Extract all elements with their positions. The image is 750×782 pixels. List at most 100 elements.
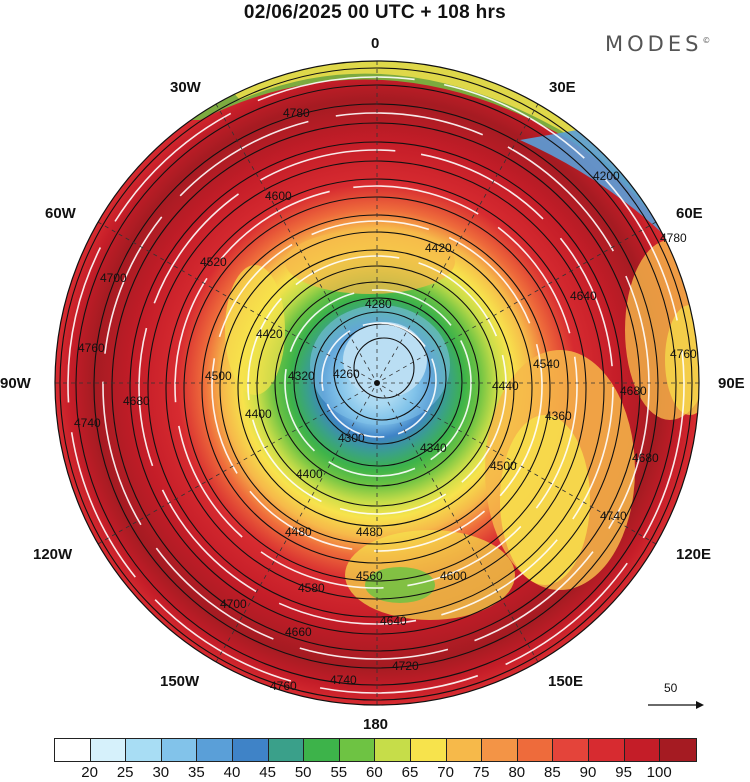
contour-label: 4500 [205, 369, 232, 383]
colorbar-tick-label: 80 [508, 764, 526, 781]
colorbar-cell [55, 739, 91, 761]
lon-label-120w: 120W [33, 546, 73, 563]
colorbar-cell [624, 739, 661, 761]
colorbar-cell [304, 739, 340, 761]
brand-text: MODES [605, 32, 703, 56]
contour-label: 4500 [490, 459, 517, 473]
contour-label: 4680 [123, 394, 150, 408]
contour-label: 4760 [670, 347, 697, 361]
contour-label: 4640 [380, 614, 407, 628]
height-contours [59, 67, 693, 701]
contour-label: 4360 [545, 409, 572, 423]
contour-label: 4540 [533, 357, 560, 371]
contour-label: 4780 [660, 231, 687, 245]
contour-label: 4720 [392, 659, 419, 673]
colorbar-cell [268, 739, 305, 761]
colorbar-tick-label: 40 [223, 764, 241, 781]
contour-label: 4760 [270, 679, 297, 693]
contour-label: 4740 [330, 673, 357, 687]
colorbar-cell [232, 739, 269, 761]
contour-label: 4520 [200, 255, 227, 269]
colorbar-tick-label: 60 [366, 764, 383, 781]
contour-label: 4580 [298, 581, 325, 595]
contour-label: 4760 [78, 341, 105, 355]
lon-label-120e: 120E [676, 546, 712, 563]
contour-label: 4300 [338, 431, 365, 445]
contour-label: 4440 [492, 379, 519, 393]
lon-label-90w: 90W [0, 375, 31, 392]
contour-label: 4200 [593, 169, 620, 183]
colorbar-tick-label: 25 [116, 764, 134, 781]
contour-label: 4640 [570, 289, 597, 303]
contour-label: 4740 [74, 416, 101, 430]
copyright-mark: © [702, 36, 711, 45]
contour-label: 4400 [245, 407, 272, 421]
colorbar [54, 738, 697, 762]
colorbar-cell [446, 739, 483, 761]
colorbar-tick-label: 50 [294, 764, 312, 781]
colorbar-tick-label: 35 [188, 764, 205, 781]
colorbar-cell [517, 739, 554, 761]
colorbar-cell [660, 739, 696, 761]
contour-label: 4400 [296, 467, 323, 481]
colorbar-cell [375, 739, 411, 761]
colorbar-tick-label: 70 [437, 764, 454, 781]
colorbar-cell [410, 739, 447, 761]
colorbar-cell [161, 739, 198, 761]
lon-label-180: 180 [363, 716, 389, 733]
colorbar-tick-label: 45 [259, 764, 276, 781]
contour-label: 4480 [356, 525, 383, 539]
map-boundary [54, 60, 700, 706]
colorbar-tick-label: 100 [646, 764, 672, 781]
colorbar-cell [197, 739, 233, 761]
contour-label: 4340 [420, 441, 447, 455]
lon-label-0: 0 [371, 35, 380, 52]
lon-label-90e: 90E [718, 375, 745, 392]
contour-label: 4280 [365, 297, 392, 311]
contour-label: 4700 [220, 597, 247, 611]
lon-label-150e: 150E [548, 673, 584, 690]
contour-label: 4680 [620, 384, 647, 398]
colorbar-tick-label: 55 [330, 764, 348, 781]
contour-label: 4560 [356, 569, 383, 583]
colorbar-tick-label: 90 [579, 764, 597, 781]
reference-vector-label: 50 [664, 681, 678, 695]
contour-label: 4480 [285, 525, 312, 539]
contour-label: 4420 [256, 327, 283, 341]
colorbar-cell [126, 739, 162, 761]
contour-label: 4600 [265, 189, 292, 203]
polar-wind-map: 4780 4780 4760 4760 4760 4740 4740 4740 … [54, 60, 704, 709]
streamlines [67, 76, 685, 694]
lon-label-60w: 60W [45, 205, 76, 222]
colorbar-tick-label: 65 [401, 764, 419, 781]
contour-label: 4660 [285, 625, 312, 639]
contour-label: 4680 [632, 451, 659, 465]
contour-label: 4700 [100, 271, 127, 285]
contour-label: 4260 [333, 367, 360, 381]
colorbar-cell [588, 739, 625, 761]
pole-marker [374, 380, 380, 386]
colorbar-cell [90, 739, 127, 761]
modes-logo: MODES© [605, 32, 710, 56]
contour-label: 4740 [600, 509, 627, 523]
colorbar-cell [482, 739, 518, 761]
lon-label-30e: 30E [549, 79, 576, 96]
colorbar-tick-label: 20 [81, 764, 98, 781]
colorbar-ticks: 20 25 30 35 40 45 50 55 60 65 70 75 80 85 90 95 100 [54, 764, 704, 781]
lon-label-60e: 60E [676, 205, 703, 222]
colorbar-cell [553, 739, 589, 761]
colorbar-tick-label: 95 [615, 764, 632, 781]
contour-label: 4320 [288, 369, 315, 383]
contour-label: 4420 [425, 241, 452, 255]
lon-label-30w: 30W [170, 79, 201, 96]
colorbar-tick-label: 85 [544, 764, 561, 781]
colorbar-tick-label: 30 [152, 764, 170, 781]
colorbar-tick-label: 75 [472, 764, 490, 781]
map-title: 02/06/2025 00 UTC + 108 hrs [243, 2, 507, 23]
contour-labels: 4780 4780 4760 4760 4760 4740 4740 4740 … [74, 106, 697, 693]
colorbar-cell [339, 739, 376, 761]
contour-label: 4780 [283, 106, 310, 120]
lon-label-150w: 150W [160, 673, 200, 690]
reference-vector-arrow [648, 701, 704, 709]
contour-label: 4600 [440, 569, 467, 583]
